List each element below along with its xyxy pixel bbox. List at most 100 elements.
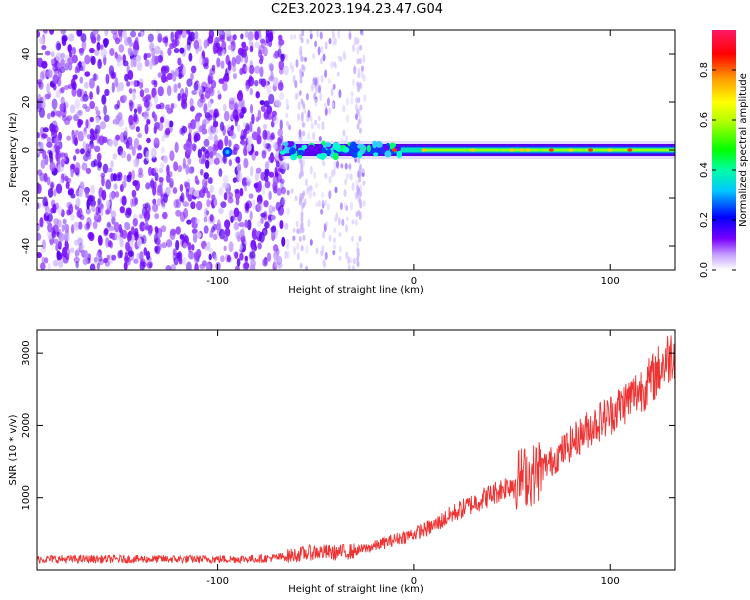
heatmap-noise-cell [119, 227, 124, 239]
heatmap-noise-cell [191, 244, 195, 251]
heatmap-sparse-cell [317, 200, 321, 208]
heatmap-noise-cell [207, 177, 213, 184]
heatmap-noise-cell [133, 112, 138, 123]
heatmap-noise-cell [160, 146, 165, 154]
heatmap-noise-cell [208, 253, 212, 261]
heatmap-noise-cell [182, 201, 189, 207]
heatmap-noise-cell [59, 66, 66, 73]
heatmap-noise-cell [177, 165, 183, 173]
heatmap-noise-cell [121, 180, 127, 189]
heatmap-noise-cell [130, 30, 137, 38]
heatmap-noise-cell [249, 264, 256, 270]
heatmap-noise-cell [70, 193, 76, 199]
heatmap-sparse-cell [362, 180, 366, 186]
heatmap-sparse-cell [345, 216, 349, 222]
heatmap-noise-cell [236, 257, 241, 267]
heatmap-sparse-cell [312, 53, 316, 60]
heatmap-sparse-cell [295, 220, 299, 228]
heatmap-noise-cell [102, 163, 109, 174]
heatmap-noise-cell [132, 196, 138, 207]
heatmap-noise-cell [37, 169, 43, 176]
heatmap-noise-cell [103, 257, 108, 264]
heatmap-sparse-cell [296, 252, 300, 261]
heatmap-noise-cell [236, 124, 241, 132]
heatmap-noise-cell [42, 127, 49, 133]
heatmap-sparse-cell [312, 131, 316, 141]
heatmap-noise-cell [40, 159, 46, 169]
heatmap-noise-cell [182, 65, 187, 76]
heatmap-noise-cell [166, 104, 172, 115]
heatmap-sparse-cell [341, 218, 345, 227]
heatmap-noise-cell [132, 48, 139, 56]
heatmap-noise-cell [78, 187, 83, 198]
heatmap-sparse-cell [293, 33, 297, 40]
heatmap-noise-cell [128, 230, 132, 242]
signal-band-blob [324, 142, 332, 148]
signal-hotspot [588, 148, 594, 152]
heatmap-noise-cell [144, 225, 151, 231]
heatmap-noise-cell [62, 246, 67, 258]
heatmap-noise-cell [280, 53, 285, 62]
heatmap-noise-cell [52, 83, 57, 91]
heatmap-noise-cell [212, 120, 219, 128]
heatmap-noise-cell [164, 127, 171, 136]
heatmap-noise-cell [95, 110, 101, 116]
heatmap-sparse-cell [345, 114, 349, 123]
heatmap-noise-cell [99, 207, 104, 217]
heatmap-noise-cell [98, 236, 103, 246]
heatmap-sparse-cell [295, 93, 299, 100]
heatmap-noise-cell [105, 237, 110, 243]
heatmap-noise-cell [92, 30, 99, 35]
heatmap-noise-cell [62, 255, 69, 264]
heatmap-noise-cell [87, 231, 94, 240]
heatmap-noise-cell [124, 36, 130, 46]
heatmap-sparse-cell [321, 245, 325, 254]
heatmap-noise-cell [191, 143, 197, 151]
heatmap-noise-cell [128, 171, 132, 179]
heatmap-noise-cell [144, 218, 149, 225]
heatmap-y-tick-label: -40 [21, 238, 32, 254]
heatmap-noise-cell [146, 137, 151, 144]
heatmap-noise-cell [114, 37, 121, 45]
heatmap-noise-cell [156, 227, 163, 239]
heatmap-noise-cell [244, 65, 250, 73]
heatmap-sparse-cell [342, 50, 346, 60]
heatmap-sparse-cell [356, 45, 360, 55]
heatmap-noise-cell [52, 259, 59, 267]
heatmap-noise-cell [86, 221, 90, 230]
heatmap-noise-cell [96, 160, 102, 171]
heatmap-streak-cell [356, 255, 360, 262]
heatmap-streak-cell [302, 190, 306, 197]
colorbar-label: Normalized spectral amplitude [738, 73, 749, 227]
heatmap-noise-cell [248, 39, 253, 47]
heatmap-noise-cell [105, 179, 112, 190]
heatmap-noise-cell [213, 134, 219, 146]
heatmap-sparse-cell [305, 93, 309, 101]
heatmap-noise-cell [254, 150, 259, 157]
snr-y-tick-label: 2000 [21, 413, 32, 438]
heatmap-streak-cell [299, 73, 303, 80]
heatmap-sparse-cell [347, 264, 351, 270]
heatmap-noise-cell [205, 159, 210, 169]
heatmap-noise-cell [168, 181, 174, 189]
heatmap-sparse-cell [352, 257, 356, 265]
heatmap-noise-cell [244, 256, 248, 265]
heatmap-noise-cell [241, 41, 247, 48]
heatmap-noise-cell [257, 109, 262, 121]
chart-title: C2E3.2023.194.23.47.G04 [270, 2, 444, 17]
heatmap-noise-cell [195, 120, 201, 130]
heatmap-sparse-cell [334, 186, 338, 194]
heatmap-noise-cell [173, 161, 179, 172]
heatmap-noise-cell [139, 251, 144, 261]
heatmap-noise-cell [96, 152, 102, 162]
heatmap-noise-cell [133, 115, 140, 125]
heatmap-sparse-cell [286, 251, 290, 259]
heatmap-noise-cell [115, 134, 121, 141]
heatmap-streak-cell [356, 184, 360, 191]
heatmap-streak-cell [357, 86, 361, 93]
heatmap-noise-cell [251, 199, 256, 210]
heatmap-noise-cell [126, 153, 132, 162]
heatmap-sparse-cell [344, 162, 348, 170]
heatmap-noise-cell [50, 110, 56, 118]
heatmap-noise-cell [174, 67, 180, 77]
